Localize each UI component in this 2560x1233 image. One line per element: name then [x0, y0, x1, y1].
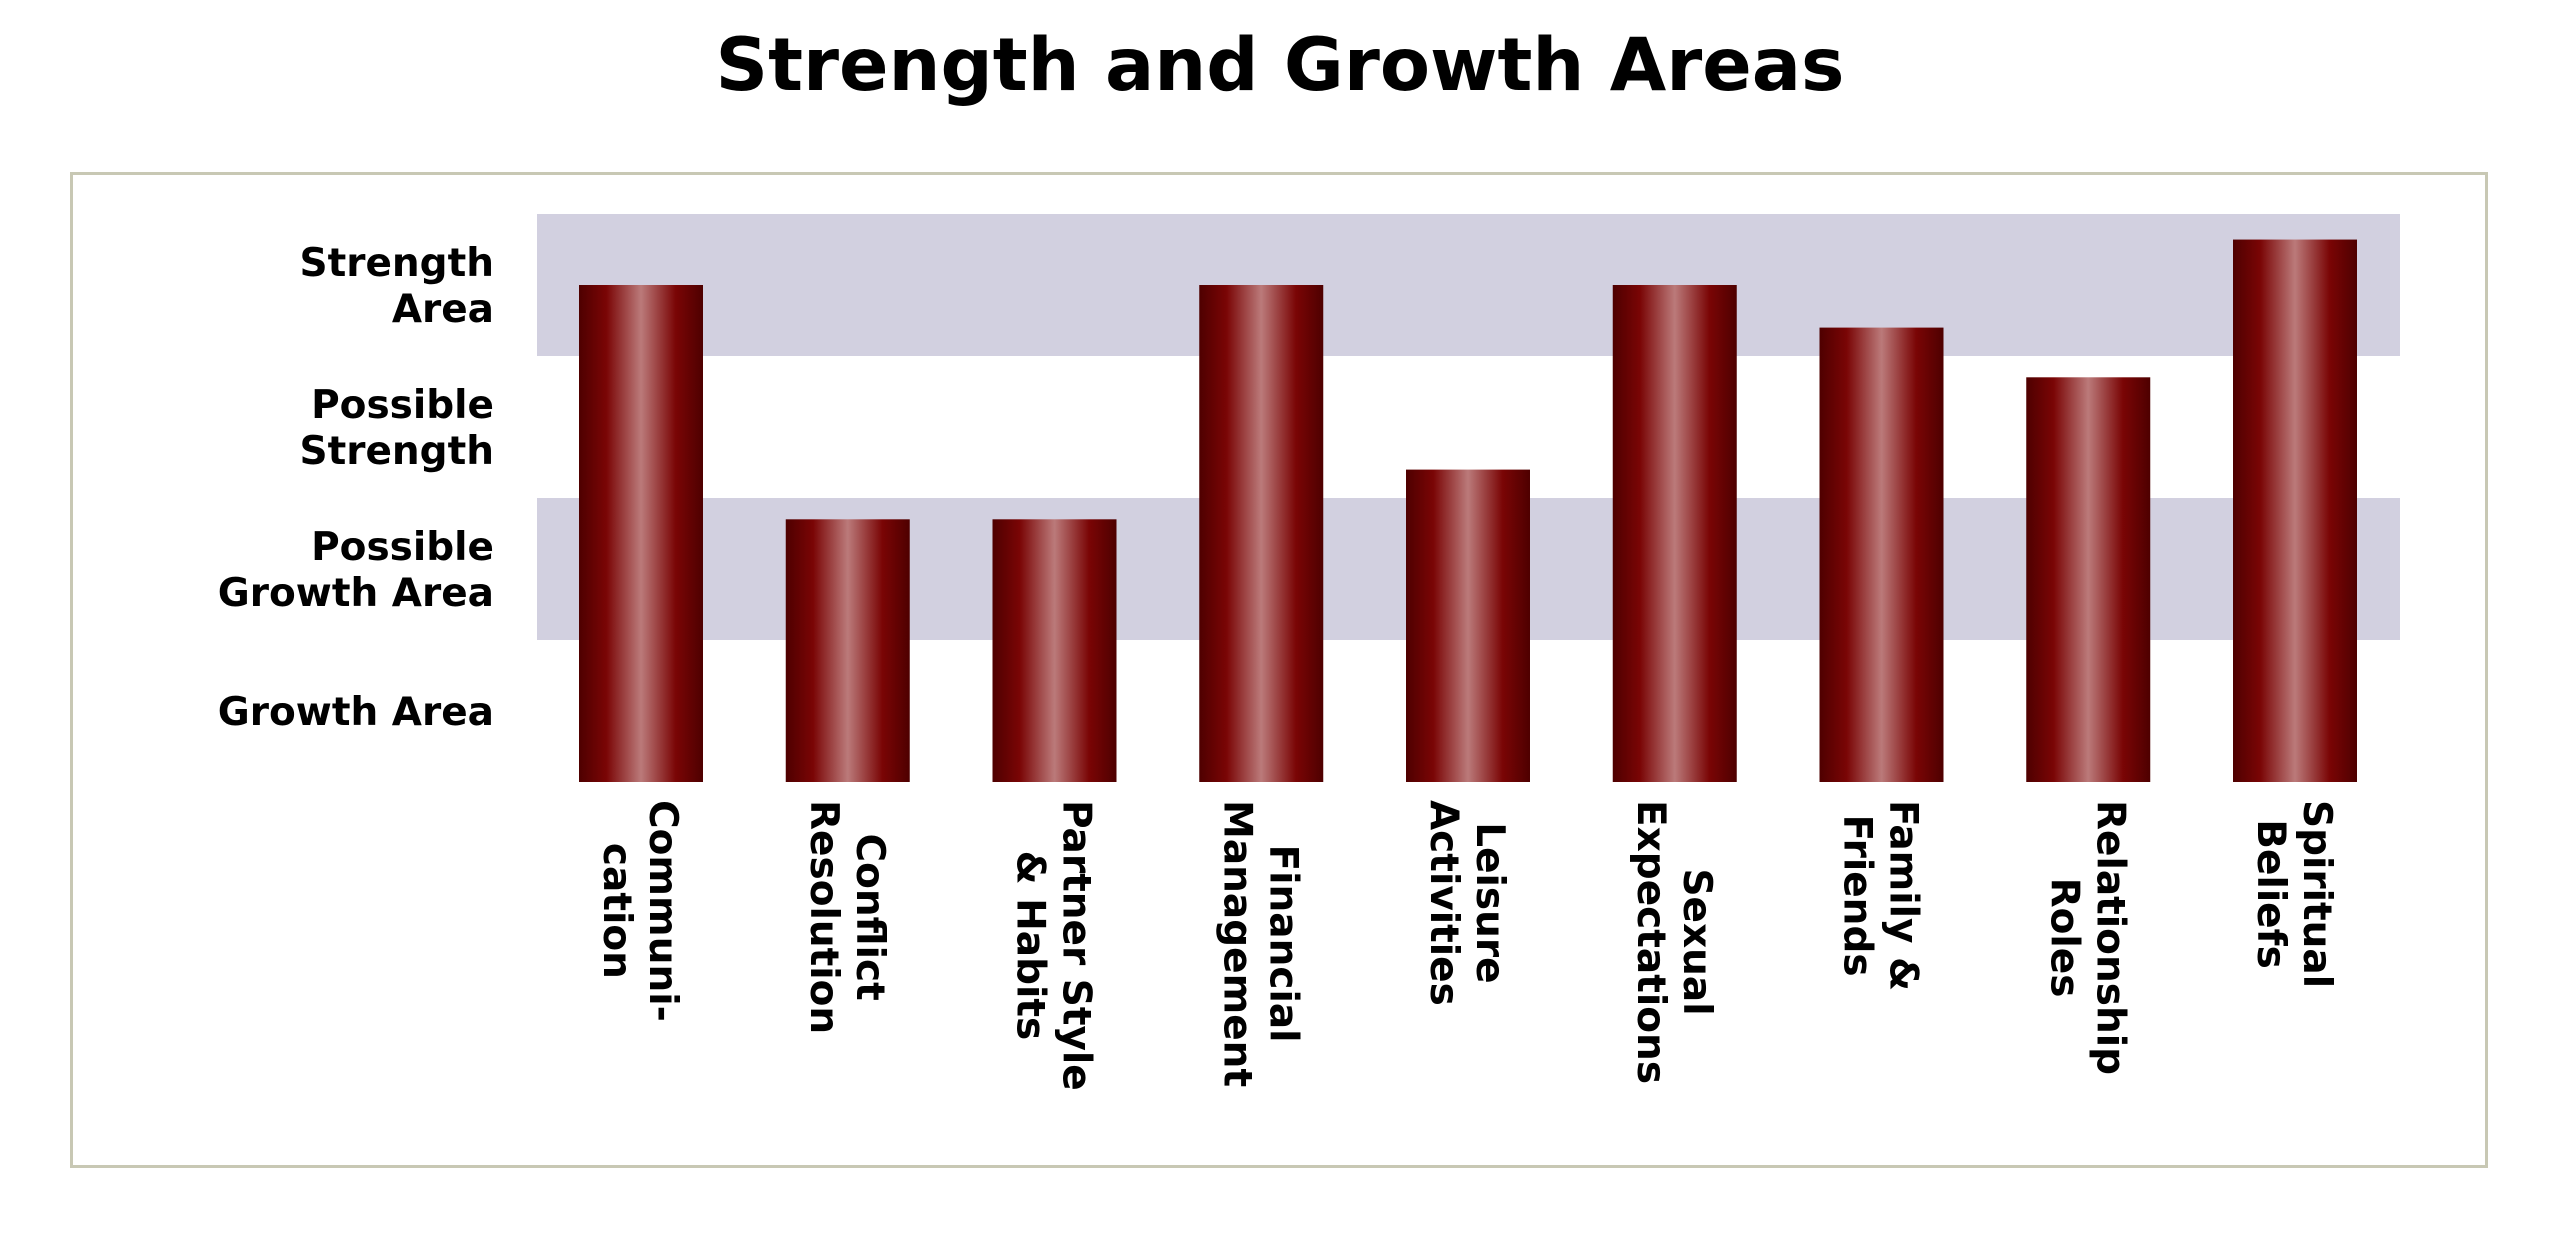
x-tick-label-text: ConflictResolution	[801, 800, 892, 1034]
bar	[1819, 327, 1944, 782]
bar	[785, 519, 910, 782]
y-tick-label-line: Area	[392, 287, 494, 332]
x-tick-label-line: Financial	[1260, 845, 1305, 1043]
bar	[992, 519, 1117, 782]
x-tick-label-text: LeisureActivities	[1421, 800, 1512, 1006]
y-tick-label-line: Possible	[311, 383, 494, 428]
bar	[2026, 377, 2151, 782]
bar	[1406, 469, 1530, 782]
x-tick-label-text: Family &Friends	[1835, 800, 1926, 991]
x-tick-label-line: Management	[1214, 800, 1259, 1087]
x-tick-label: Partner Style& Habits	[1008, 800, 1099, 1091]
x-tick-label-text: Partner Style& Habits	[1008, 800, 1099, 1091]
x-tick-label: LeisureActivities	[1421, 800, 1512, 1006]
x-tick-label-line: Conflict	[847, 833, 892, 1000]
x-tick-label-line: Family &	[1881, 800, 1926, 991]
x-tick-label-line: Relationship	[2087, 800, 2132, 1075]
y-tick-label-line: Possible	[311, 525, 494, 570]
bar	[1612, 285, 1737, 782]
x-tick-label-line: Spiritual	[2294, 800, 2339, 988]
y-tick-label-line: Strength	[299, 241, 494, 286]
x-tick-label-line: Activities	[1421, 800, 1466, 1006]
x-tick-label-line: Beliefs	[2248, 819, 2293, 969]
x-tick-label-line: Partner Style	[1054, 800, 1099, 1091]
y-tick-label-line: Growth Area	[218, 571, 494, 616]
x-tick-label: SpiritualBeliefs	[2248, 800, 2339, 988]
x-tick-label: Communi-cation	[594, 800, 685, 1022]
bar	[579, 285, 703, 782]
x-tick-label: SexualExpectations	[1628, 800, 1719, 1084]
y-tick-label-line: Strength	[299, 429, 494, 474]
chart-title: Strength and Growth Areas	[715, 23, 1845, 108]
x-tick-label-line: Friends	[1835, 814, 1880, 976]
x-tick-label-line: Expectations	[1628, 800, 1673, 1084]
y-tick-label: Growth Area	[218, 690, 494, 735]
x-tick-label: ConflictResolution	[801, 800, 892, 1034]
x-tick-label-text: Communi-cation	[594, 800, 685, 1022]
x-tick-label-line: Roles	[2041, 878, 2086, 998]
x-tick-label-text: FinancialManagement	[1214, 800, 1305, 1087]
y-tick-label: Strength Area	[299, 241, 494, 332]
bar	[2233, 239, 2357, 782]
x-tick-label-line: & Habits	[1008, 851, 1053, 1041]
y-tick-label: Possible Growth Area	[218, 525, 494, 616]
x-tick-label-text: RelationshipRoles	[2041, 800, 2132, 1075]
x-tick-label-line: Resolution	[801, 800, 846, 1034]
x-tick-label-line: Sexual	[1674, 868, 1719, 1015]
bar	[1199, 285, 1324, 782]
y-tick-label-line: Growth Area	[218, 690, 494, 735]
x-tick-label-text: SexualExpectations	[1628, 800, 1719, 1084]
x-tick-label-line: Leisure	[1467, 822, 1512, 983]
x-tick-label-line: Communi-	[640, 800, 685, 1022]
x-tick-label-text: SpiritualBeliefs	[2248, 800, 2339, 988]
y-tick-label: Possible Strength	[299, 383, 494, 474]
shaded-band	[537, 214, 2400, 356]
x-tick-label: FinancialManagement	[1214, 800, 1305, 1087]
x-tick-label-line: cation	[594, 843, 639, 979]
x-tick-label: Family &Friends	[1835, 800, 1926, 991]
x-tick-label: RelationshipRoles	[2041, 800, 2132, 1075]
